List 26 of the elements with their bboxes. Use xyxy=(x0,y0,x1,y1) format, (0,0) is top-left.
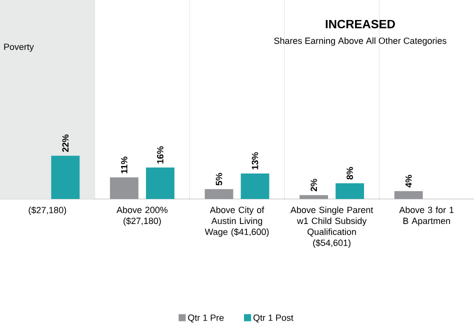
data-label: 8% xyxy=(346,167,353,180)
legend-label: Qtr 1 Pre xyxy=(188,314,224,322)
data-label: 5% xyxy=(216,172,222,186)
x-tick-label: ($27,180) xyxy=(28,206,66,215)
x-tick-label: Above 3 for 1 B Apartmen xyxy=(399,206,454,226)
data-label: 16% xyxy=(157,146,164,164)
x-tick-label: Above Single Parent w1 Child Subsidy Qualification ($54,601) xyxy=(290,206,374,248)
bar xyxy=(240,173,270,199)
data-label: 13% xyxy=(252,152,258,170)
bar xyxy=(336,183,364,199)
chart-title: INCREASED xyxy=(326,20,395,28)
data-label: 2% xyxy=(310,178,317,192)
bar xyxy=(146,168,174,199)
data-label: 22% xyxy=(62,134,69,152)
data-label: 11% xyxy=(121,156,128,174)
bar xyxy=(394,191,423,199)
x-tick-label: Above 200% ($27,180) xyxy=(116,206,168,226)
bar xyxy=(204,189,234,199)
chart-subtitle: Shares Earning Above All Other Categories xyxy=(274,37,446,46)
legend-label: Qtr 1 Post xyxy=(253,314,294,322)
bar xyxy=(51,156,80,199)
bar xyxy=(300,195,328,199)
x-tick-label: Above City of Austin Living Wage ($41,600) xyxy=(204,206,269,237)
bar xyxy=(110,177,138,199)
band-label: Poverty xyxy=(4,44,34,52)
data-label: 4% xyxy=(405,174,412,188)
